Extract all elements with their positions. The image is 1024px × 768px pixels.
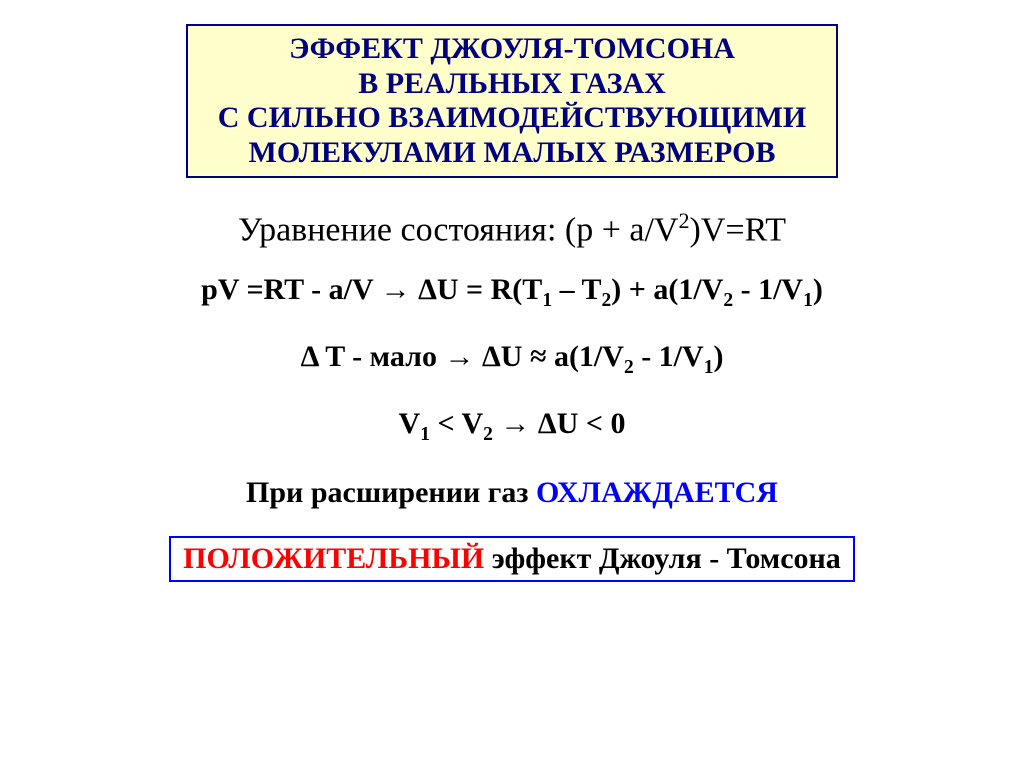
eq1-end: ) — [813, 273, 823, 306]
equation-of-state: Уравнение состояния: (p + a/V2)V=RT — [40, 208, 984, 249]
title-line-1: ЭФФЕКТ ДЖОУЛЯ-ТОМСОНА — [218, 32, 807, 67]
eq2-left: Δ T - мало — [301, 340, 445, 373]
bottom-rest: эффект Джоуля - Томсона — [484, 542, 841, 575]
state-label: Уравнение состояния: — [238, 211, 565, 248]
eq1-sub3: 2 — [723, 290, 733, 311]
conclusion-prefix: При расширении газ — [246, 476, 536, 509]
equation-3: V1 < V2 → ΔU < 0 — [40, 407, 984, 446]
title-line-3: С СИЛЬНО ВЗАИМОДЕЙСТВУЮЩИМИ — [218, 101, 807, 136]
eq2-sub2: 1 — [704, 357, 714, 378]
eq3-right: ΔU < 0 — [538, 407, 626, 440]
bottom-box: ПОЛОЖИТЕЛЬНЫЙ эффект Джоуля - Томсона — [169, 536, 855, 582]
eq1-minus: - 1/V — [733, 273, 803, 306]
arrow-icon: → — [445, 340, 475, 373]
eq1-dash: – T — [552, 273, 601, 306]
conclusion-line: При расширении газ ОХЛАЖДАЕТСЯ — [40, 476, 984, 510]
equation-2: Δ T - мало → ΔU ≈ a(1/V2 - 1/V1) — [40, 340, 984, 379]
slide: ЭФФЕКТ ДЖОУЛЯ-ТОМСОНА В РЕАЛЬНЫХ ГАЗАХ С… — [0, 0, 1024, 768]
equation-1: pV =RT - a/V → ΔU = R(T1 – T2) + a(1/V2 … — [40, 273, 984, 312]
conclusion-word: ОХЛАЖДАЕТСЯ — [536, 476, 778, 509]
state-formula-suffix: )V=RT — [690, 211, 786, 248]
arrow-icon: → — [381, 273, 411, 306]
eq1-close: ) + a(1/V — [611, 273, 723, 306]
eq3-sub1: 1 — [420, 424, 430, 445]
eq1-left: pV =RT - a/V — [201, 273, 380, 306]
eq1-sub1: 1 — [542, 290, 552, 311]
eq1-sub4: 1 — [803, 290, 813, 311]
eq2-sub1: 2 — [624, 357, 634, 378]
bottom-red: ПОЛОЖИТЕЛЬНЫЙ — [183, 542, 484, 575]
eq2-end: ) — [713, 340, 723, 373]
state-formula-prefix: (p + a/V — [565, 211, 679, 248]
eq2-mid: ΔU ≈ a(1/V — [475, 340, 624, 373]
state-formula-sup: 2 — [678, 208, 689, 233]
arrow-icon: → — [493, 407, 538, 440]
eq3-lt: < V — [430, 407, 483, 440]
eq2-minus: - 1/V — [634, 340, 704, 373]
eq3-sub2: 2 — [483, 424, 493, 445]
eq3-left: V — [399, 407, 421, 440]
title-line-2: В РЕАЛЬНЫХ ГАЗАХ — [218, 67, 807, 102]
title-line-4: МОЛЕКУЛАМИ МАЛЫХ РАЗМЕРОВ — [218, 136, 807, 171]
eq1-sub2: 2 — [602, 290, 612, 311]
title-box: ЭФФЕКТ ДЖОУЛЯ-ТОМСОНА В РЕАЛЬНЫХ ГАЗАХ С… — [186, 24, 839, 178]
eq1-mid: ΔU = R(T — [411, 273, 543, 306]
